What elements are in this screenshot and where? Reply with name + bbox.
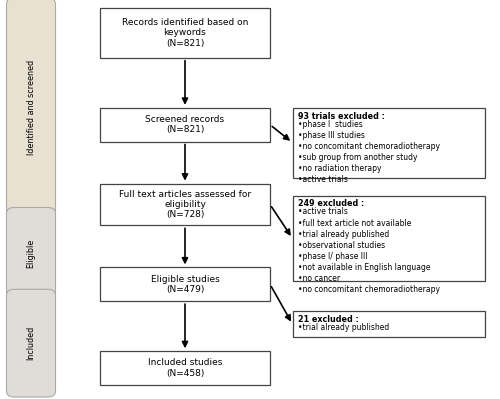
Text: Included studies
(N=458): Included studies (N=458)	[148, 358, 222, 378]
Text: •trial already published: •trial already published	[298, 323, 389, 332]
FancyBboxPatch shape	[100, 267, 270, 301]
FancyBboxPatch shape	[292, 196, 485, 281]
Text: Eligible: Eligible	[26, 239, 36, 268]
Text: 21 excluded :: 21 excluded :	[298, 315, 358, 324]
FancyBboxPatch shape	[100, 184, 270, 225]
FancyBboxPatch shape	[6, 207, 56, 299]
Text: Identified and screened: Identified and screened	[26, 60, 36, 155]
FancyBboxPatch shape	[100, 108, 270, 142]
FancyBboxPatch shape	[100, 8, 270, 58]
Text: 249 excluded :: 249 excluded :	[298, 200, 364, 209]
FancyBboxPatch shape	[292, 108, 485, 178]
FancyBboxPatch shape	[6, 0, 56, 217]
FancyBboxPatch shape	[292, 311, 485, 337]
FancyBboxPatch shape	[100, 351, 270, 385]
Text: Full text articles assessed for
eligibility
(N=728): Full text articles assessed for eligibil…	[119, 190, 251, 219]
Text: •phase I  studies
•phase III studies
•no concomitant chemoradiotherapy
•sub grou: •phase I studies •phase III studies •no …	[298, 120, 440, 184]
Text: Screened records
(N=821): Screened records (N=821)	[146, 115, 224, 134]
FancyBboxPatch shape	[6, 289, 56, 397]
Text: Included: Included	[26, 326, 36, 360]
Text: •active trials
•full text article not available
•trial already published
•observ: •active trials •full text article not av…	[298, 207, 440, 294]
Text: Eligible studies
(N=479): Eligible studies (N=479)	[150, 275, 220, 294]
Text: 93 trials excluded :: 93 trials excluded :	[298, 112, 384, 121]
Text: Records identified based on
keywords
(N=821): Records identified based on keywords (N=…	[122, 18, 248, 48]
